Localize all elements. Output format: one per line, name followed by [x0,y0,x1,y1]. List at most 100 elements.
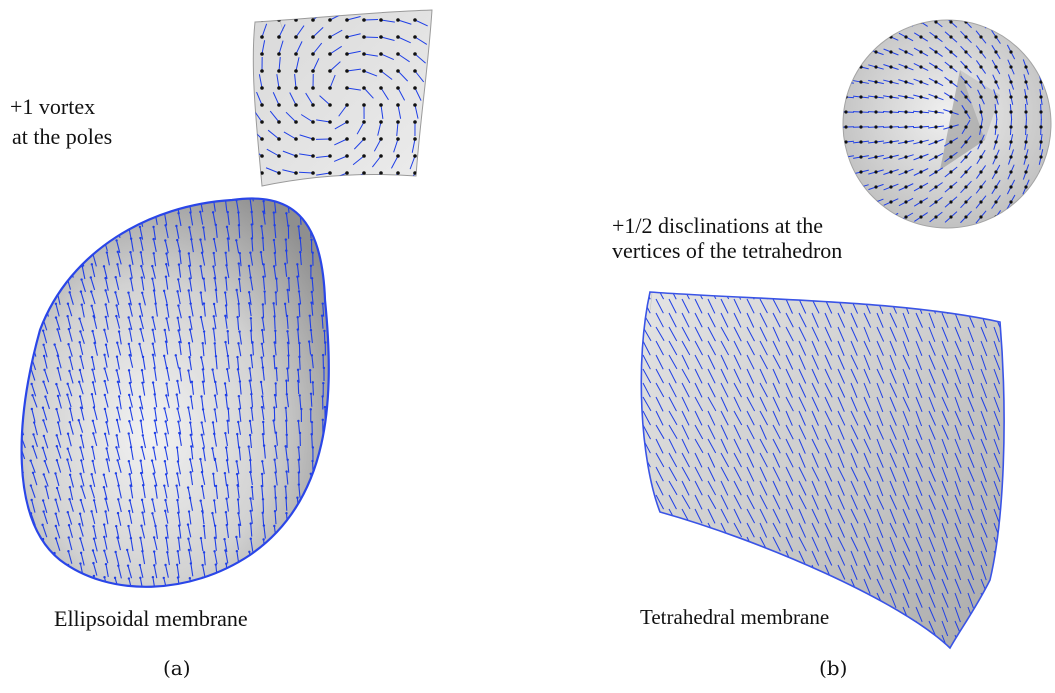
director-head [163,446,167,449]
director-vector [21,576,24,587]
director-head [30,498,33,502]
director-vector [31,408,36,422]
director-vector [287,459,290,473]
director-head [67,536,70,539]
director-vector [759,292,768,300]
director-vector [93,199,98,213]
director-head [7,226,9,228]
director-node [889,185,893,189]
director-head [176,460,180,463]
director-head [103,367,106,370]
director-head [116,250,119,254]
director-head [80,225,83,229]
director-vector [275,432,278,446]
director-vector [139,237,144,251]
director-vector [928,396,936,413]
director-vector [200,538,204,552]
director-vector [275,368,278,382]
director-vector [106,448,111,462]
director-vector [915,466,923,482]
director-vector [967,578,975,594]
director-vector [850,466,859,482]
director-vector [720,634,729,648]
director-vector [129,500,134,514]
director-vector [993,606,1001,622]
director-vector [154,432,158,446]
director-vector [163,485,168,499]
director-vector [238,303,240,317]
director-vector [43,474,49,487]
director-vector [214,395,218,409]
director-vector [68,577,73,587]
director-node [859,110,863,114]
director-head [273,341,276,344]
director-vector [902,410,910,427]
director-node [345,154,349,158]
director-head [333,252,335,254]
director-head [298,341,301,345]
director-node [844,215,848,219]
director-vector [263,264,266,278]
director-head [8,510,10,512]
director-vector [153,226,157,240]
director-vector [297,317,300,331]
director-vector [668,326,678,342]
director-vector [165,253,170,267]
director-head [251,341,254,344]
director-vector [1007,439,1013,454]
director-vector [1007,425,1013,440]
director-vector [8,551,12,563]
director-vector [346,87,361,91]
director-head [322,457,325,460]
director-vector [707,634,716,648]
director-vector [954,298,961,315]
director-head [153,393,156,396]
director-vector [785,312,794,328]
director-vector [655,564,665,580]
director-head [178,367,181,370]
director-head [151,264,154,268]
director-node [874,170,878,174]
director-vector [7,254,12,266]
director-vector [262,304,265,318]
director-head [213,408,216,411]
director-node [1024,110,1028,114]
director-vector [249,380,253,394]
director-head [237,512,240,515]
director-vector [837,564,846,580]
director-vector [668,410,678,426]
director-head [17,538,19,540]
director-head [213,457,217,461]
director-node [889,20,893,24]
director-vector [941,410,949,426]
director-vector [21,214,25,228]
director-head [236,575,239,578]
director-vector [177,279,182,293]
director-vector [166,383,170,397]
director-head [56,366,60,370]
director-head [140,445,143,449]
director-vector [824,536,832,552]
director-head [19,213,21,215]
director-head [165,252,168,255]
director-head [128,406,132,410]
director-node [964,110,968,114]
director-node [994,125,998,129]
director-head [68,407,72,410]
director-node [844,155,848,159]
director-vector [863,312,872,328]
director-head [174,354,177,357]
director-node [362,154,366,158]
director-head [129,484,132,487]
director-head [66,250,69,253]
director-vector [285,497,288,511]
director-vector [837,592,846,608]
director-vector [261,23,268,38]
director-node [964,185,968,189]
director-head [78,317,81,320]
director-head [42,212,45,215]
director-node [260,103,264,107]
director-head [224,431,227,435]
director-vector [967,368,975,385]
director-vector [928,292,936,301]
